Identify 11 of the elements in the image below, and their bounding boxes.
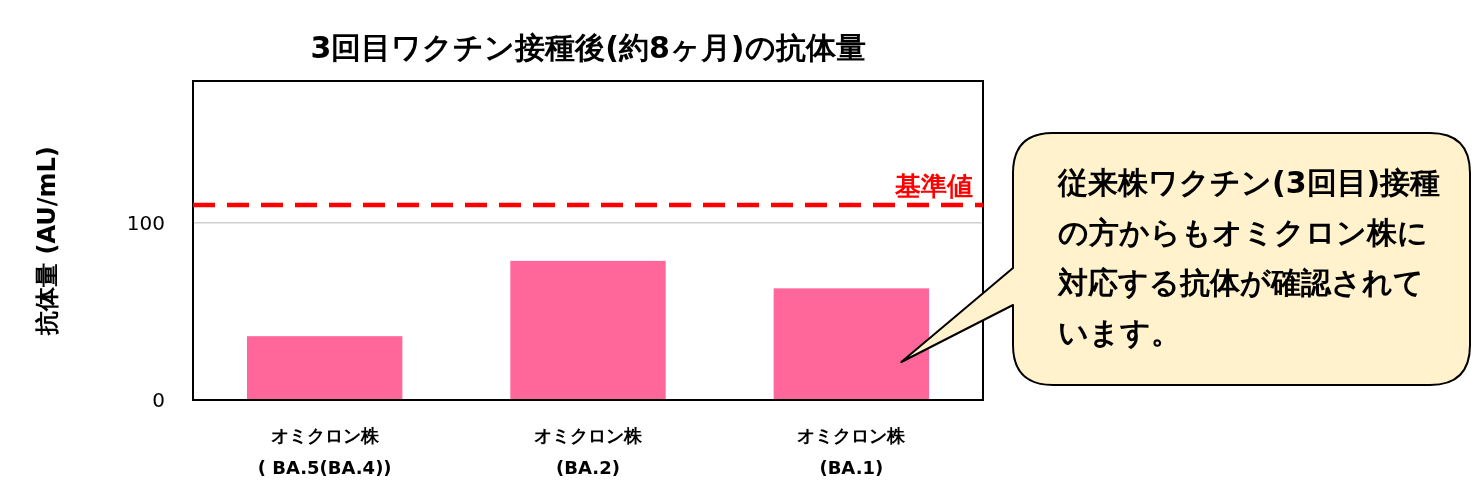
bar (510, 260, 666, 400)
chart-title: 3回目ワクチン接種後(約8ヶ月)の抗体量 (310, 30, 866, 65)
y-axis-title: 抗体量 (AU/mL) (33, 146, 61, 336)
y-tick-label: 100 (126, 210, 165, 235)
bar (246, 336, 403, 400)
y-tick-label: 0 (152, 388, 165, 412)
x-tick-label: オミクロン株 (BA.2) (534, 425, 643, 478)
x-tick-label: オミクロン株 (BA.1) (797, 425, 907, 478)
bar (773, 288, 930, 400)
ref-line-label: 基準値 (894, 171, 973, 202)
x-tick-label: オミクロン株 ( BA.5(BA.4)) (257, 425, 392, 478)
